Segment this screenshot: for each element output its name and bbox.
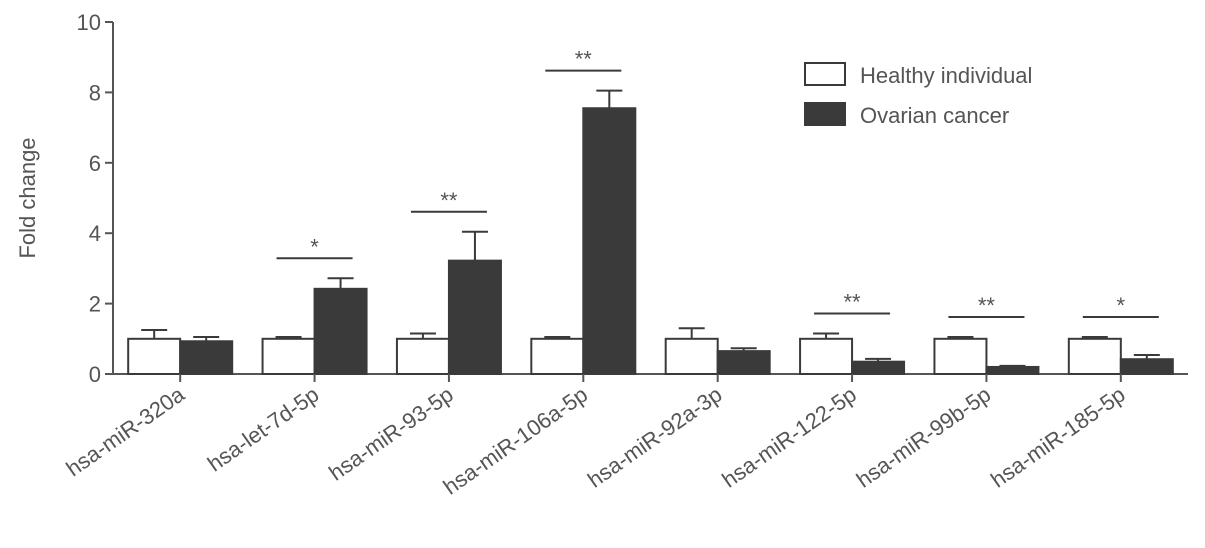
significance-label: ** [440, 188, 458, 213]
y-tick-label: 6 [89, 151, 101, 176]
significance-label: * [310, 234, 319, 259]
x-tick-label: hsa-miR-93-5p [324, 382, 458, 486]
x-tick-label: hsa-miR-92a-3p [583, 382, 727, 493]
x-tick-label: hsa-miR-99b-5p [852, 382, 996, 493]
significance-label: ** [575, 47, 593, 72]
significance-label: * [1117, 293, 1126, 318]
y-axis-label: Fold change [15, 137, 40, 258]
bar [933, 337, 988, 375]
bar [716, 350, 771, 375]
significance-label: ** [978, 293, 996, 318]
significance-label: ** [844, 290, 862, 315]
bar [1119, 358, 1174, 376]
legend-swatch [804, 102, 846, 126]
y-tick-label: 2 [89, 292, 101, 317]
bar [447, 259, 502, 376]
bar [1067, 337, 1122, 375]
y-tick-label: 4 [89, 221, 101, 246]
x-tick-label: hsa-miR-122-5p [717, 382, 861, 493]
bar [179, 340, 234, 376]
bar [664, 337, 719, 375]
bar [851, 360, 906, 375]
bar [261, 337, 316, 375]
bar [313, 287, 368, 376]
bar [799, 337, 854, 375]
x-tick-label: hsa-miR-320a [62, 381, 190, 481]
bar [530, 337, 585, 375]
y-tick-label: 0 [89, 362, 101, 387]
bar [127, 337, 182, 375]
legend-swatch [804, 62, 846, 86]
legend-label: Ovarian cancer [860, 103, 1009, 128]
bar [395, 337, 450, 375]
y-tick-label: 8 [89, 80, 101, 105]
x-tick-label: hsa-let-7d-5p [203, 382, 324, 477]
legend-label: Healthy individual [860, 63, 1032, 88]
bar [985, 365, 1040, 375]
x-tick-label: hsa-miR-106a-5p [439, 382, 593, 500]
x-tick-label: hsa-miR-185-5p [986, 382, 1130, 493]
y-tick-label: 10 [77, 10, 101, 35]
bar [582, 107, 637, 376]
